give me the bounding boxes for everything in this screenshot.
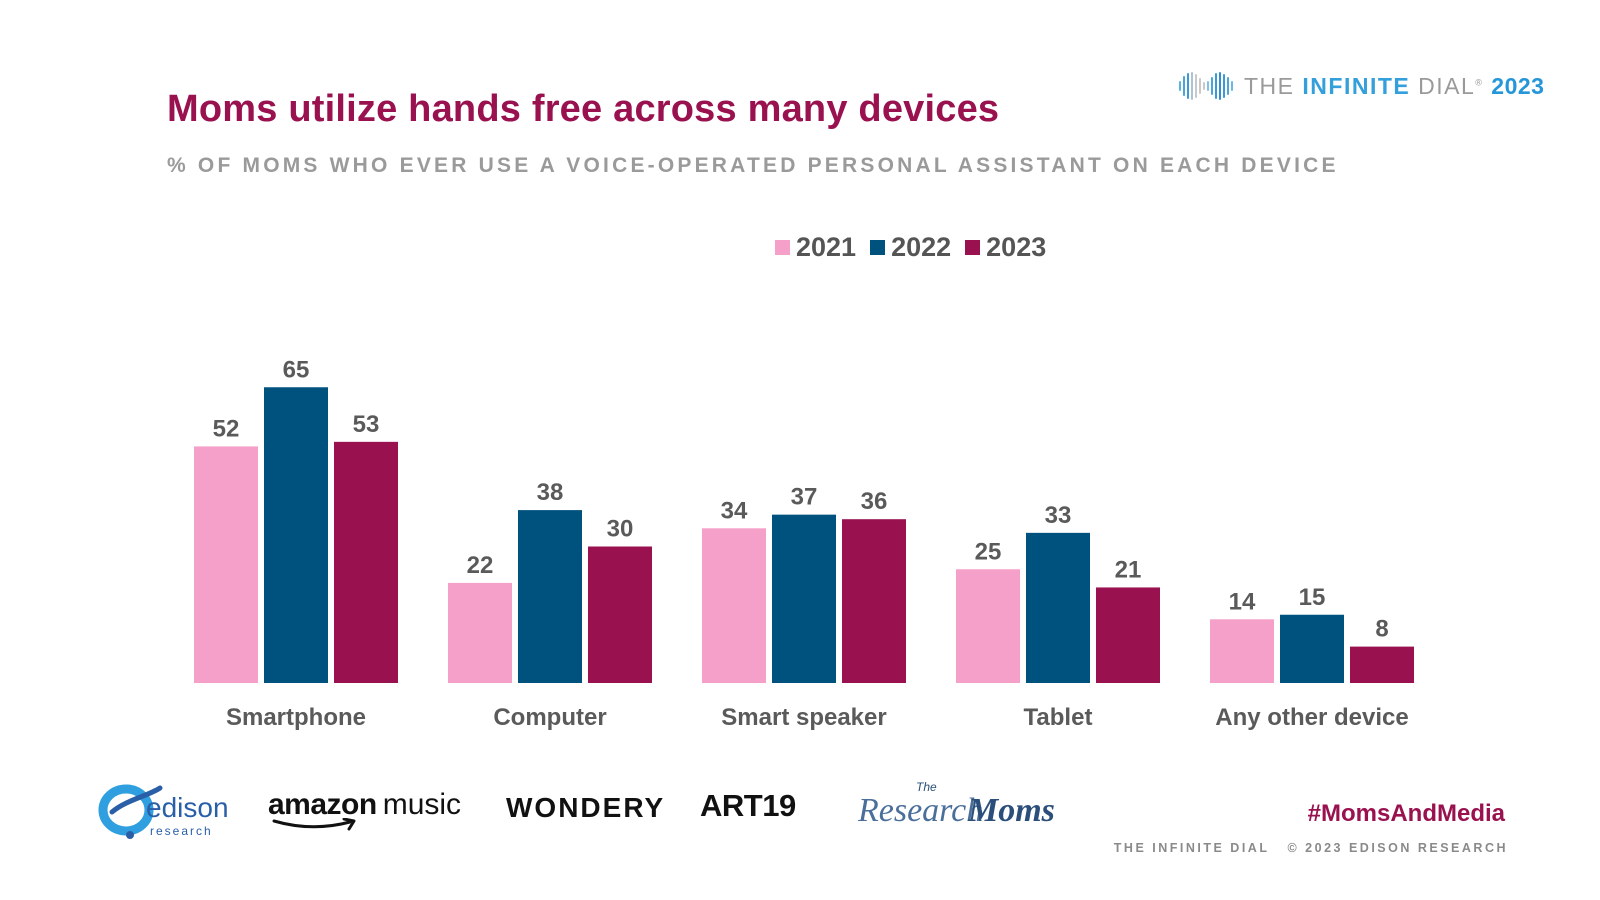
- bar-2022-any-other-device: [1280, 614, 1344, 683]
- category-label: Smart speaker: [721, 704, 886, 731]
- footer-left: THE INFINITE DIAL: [1113, 841, 1270, 855]
- legend-swatch: [965, 240, 981, 255]
- edison-swirl-icon: [98, 784, 163, 839]
- data-label: 34: [721, 497, 748, 524]
- chart-legend: 2021 2022 2023: [775, 232, 1046, 263]
- amazon-music-logo: amazon music: [268, 788, 462, 831]
- data-label: 15: [1299, 584, 1326, 611]
- data-label: 33: [1045, 502, 1072, 529]
- rm-moms: Moms: [968, 792, 1055, 829]
- data-label: 37: [791, 484, 818, 511]
- data-label: 21: [1115, 556, 1142, 583]
- footer-credits: THE INFINITE DIAL © 2023 EDISON RESEARCH: [1114, 841, 1508, 855]
- legend-item-2023: 2023: [965, 232, 1046, 263]
- category-label: Any other device: [1215, 704, 1408, 731]
- category-label: Smartphone: [226, 704, 366, 731]
- rm-research: Research: [858, 792, 984, 829]
- amazon-smile-icon: [272, 818, 356, 831]
- category-label: Tablet: [1024, 704, 1093, 731]
- data-label: 22: [467, 552, 494, 579]
- bar-2023-smartphone: [334, 441, 398, 683]
- bar-2021-smartphone: [194, 446, 258, 683]
- hashtag: #MomsAndMedia: [1307, 800, 1505, 827]
- edison-sub: research: [150, 824, 213, 838]
- data-label: 8: [1375, 616, 1388, 643]
- sponsor-logos: edison research amazon music WONDERY ART1…: [0, 760, 1600, 860]
- bar-2022-smartphone: [264, 387, 328, 683]
- infinite-dial-brand: THE INFINITE DIAL® 2023: [1176, 68, 1544, 104]
- data-label: 14: [1229, 588, 1256, 615]
- brand-year: 2023: [1491, 72, 1545, 99]
- legend-label: 2023: [986, 232, 1047, 262]
- brand-dial: DIAL: [1410, 72, 1476, 99]
- edison-word: edison: [146, 792, 229, 823]
- brand-the: THE: [1244, 72, 1303, 99]
- page-title: Moms utilize hands free across many devi…: [167, 88, 1000, 130]
- bar-chart: 52 65 53 Smartphone 22 38 30 Computer 34 37 36 Smar…: [194, 356, 1414, 731]
- page-subtitle: % OF MOMS WHO EVER USE A VOICE-OPERATED …: [167, 154, 1339, 177]
- brand-infinite: INFINITE: [1302, 72, 1411, 99]
- legend-label: 2021: [796, 232, 857, 262]
- wondery-logo: WONDERY: [506, 792, 666, 823]
- music-word: music: [382, 788, 462, 821]
- data-label: 65: [283, 356, 310, 383]
- legend-item-2022: 2022: [870, 232, 951, 263]
- bar-2021-tablet: [956, 569, 1020, 683]
- brand-text: THE INFINITE DIAL® 2023: [1244, 73, 1544, 100]
- data-label: 25: [975, 538, 1002, 565]
- data-label: 36: [861, 488, 888, 515]
- data-label: 38: [537, 479, 564, 506]
- rm-the: The: [916, 780, 937, 794]
- brand-reg: ®: [1475, 76, 1484, 87]
- bar-2023-smart-speaker: [842, 519, 906, 683]
- bar-2021-smart-speaker: [702, 528, 766, 683]
- category-label: Computer: [493, 704, 606, 731]
- legend-label: 2022: [891, 232, 952, 262]
- bar-2023-any-other-device: [1350, 646, 1414, 683]
- data-label: 30: [607, 516, 634, 543]
- bar-2022-tablet: [1026, 532, 1090, 683]
- bar-2021-computer: [448, 582, 512, 683]
- research-moms-logo: The Research Moms: [858, 780, 1055, 842]
- bar-2023-computer: [588, 546, 652, 683]
- infinity-wave-icon: [1179, 72, 1233, 100]
- legend-swatch: [870, 240, 886, 255]
- legend-swatch: [775, 240, 790, 255]
- bar-2022-smart-speaker: [772, 514, 836, 683]
- edison-research-logo: edison research: [96, 780, 232, 840]
- legend-item-2021: 2021: [775, 232, 856, 263]
- art19-logo: ART19: [700, 788, 796, 823]
- data-label: 53: [353, 411, 380, 438]
- data-label: 52: [213, 415, 240, 442]
- bar-2023-tablet: [1096, 587, 1160, 683]
- bar-2022-computer: [518, 510, 582, 683]
- bar-2021-any-other-device: [1210, 619, 1274, 683]
- amazon-word: amazon: [268, 788, 377, 821]
- footer-right: © 2023 EDISON RESEARCH: [1287, 841, 1508, 855]
